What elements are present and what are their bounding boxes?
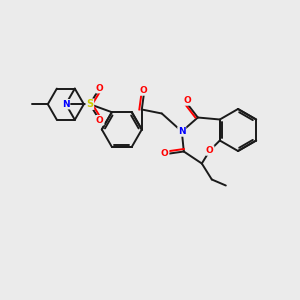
Text: O: O [206, 146, 214, 155]
Text: N: N [62, 100, 70, 109]
Text: O: O [96, 84, 104, 93]
Text: N: N [178, 127, 186, 136]
Text: O: O [96, 116, 104, 125]
Text: O: O [161, 149, 169, 158]
Text: S: S [86, 99, 93, 109]
Text: O: O [140, 86, 148, 95]
Text: O: O [184, 96, 192, 105]
